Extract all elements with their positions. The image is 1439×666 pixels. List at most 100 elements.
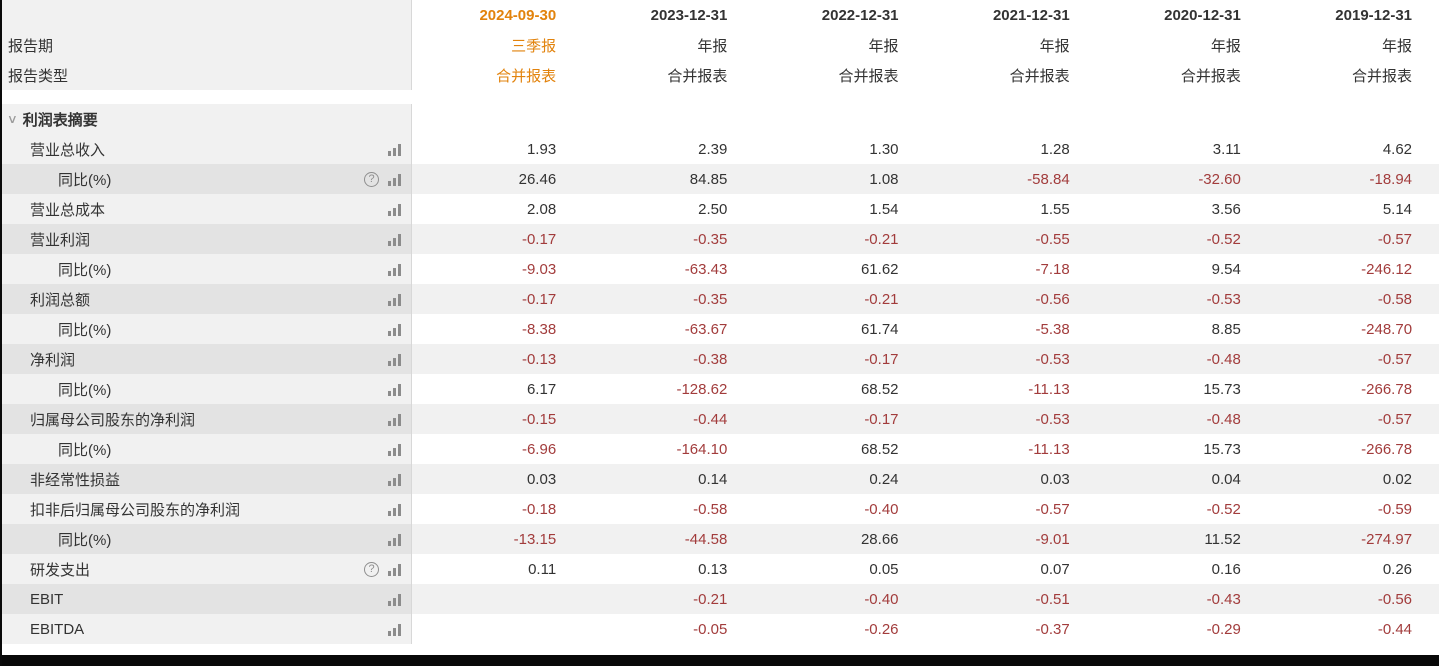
chart-icon[interactable] xyxy=(387,263,402,276)
value-cell: -0.51 xyxy=(1035,590,1070,608)
value-cell: -0.58 xyxy=(1377,290,1413,308)
row-label: 同比(%) xyxy=(58,531,112,549)
value-cell: -8.38 xyxy=(521,320,557,338)
report-period-cell: 年报 xyxy=(868,37,899,55)
row-icons xyxy=(387,533,411,546)
value-cell: 9.54 xyxy=(1211,260,1241,278)
report-type-label: 报告类型 xyxy=(2,60,412,90)
row-icons xyxy=(387,143,411,156)
row-label: 营业利润 xyxy=(30,231,91,249)
row-icons: ? xyxy=(364,561,411,577)
value-cell: 68.52 xyxy=(860,440,899,458)
row-label: 同比(%) xyxy=(58,261,112,279)
row-label: 同比(%) xyxy=(58,441,112,459)
value-cell: 0.13 xyxy=(698,560,728,578)
table-row: 同比(%) -13.15 -44.58 28.66 -9.01 11.52 -2… xyxy=(2,524,1439,554)
report-period-label: 报告期 xyxy=(2,30,412,60)
value-cell: 4.62 xyxy=(1382,140,1413,158)
chart-icon[interactable] xyxy=(387,563,402,576)
report-period-cell: 三季报 xyxy=(511,37,557,55)
value-cell: 26.46 xyxy=(518,170,557,188)
table-row: 同比(%) -9.03 -63.43 61.62 -7.18 9.54 -246… xyxy=(2,254,1439,284)
value-cell: -0.57 xyxy=(1377,410,1413,428)
chart-icon[interactable] xyxy=(387,203,402,216)
row-label: 报告期 xyxy=(8,37,54,55)
table-header-row: 2024-09-30 2023-12-31 2022-12-31 2021-12… xyxy=(2,0,1439,30)
value-cell: 1.28 xyxy=(1040,140,1070,158)
value-cell: 3.11 xyxy=(1212,140,1241,158)
value-cell: 1.55 xyxy=(1040,200,1070,218)
value-cell: -0.17 xyxy=(864,350,899,368)
row-icons xyxy=(387,413,411,426)
value-cell: -0.21 xyxy=(864,230,899,248)
chart-icon[interactable] xyxy=(387,413,402,426)
value-cell xyxy=(412,584,583,614)
value-cell: -0.35 xyxy=(693,230,728,248)
chart-icon[interactable] xyxy=(387,443,402,456)
row-label-cell: 同比(%) xyxy=(2,524,412,554)
chart-icon[interactable] xyxy=(387,473,402,486)
table-body: 营业总收入 1.93 2.39 1.30 1.28 3.11 4.62 同比(%… xyxy=(2,134,1439,644)
value-cell: -0.52 xyxy=(1206,230,1241,248)
chart-icon[interactable] xyxy=(387,293,402,306)
value-cell: -0.17 xyxy=(521,230,557,248)
value-cell: -266.78 xyxy=(1361,380,1413,398)
value-cell: -0.44 xyxy=(693,410,728,428)
value-cell: 8.85 xyxy=(1211,320,1241,338)
chart-icon[interactable] xyxy=(387,233,402,246)
table-row: 利润总额 -0.17 -0.35 -0.21 -0.56 -0.53 -0.58 xyxy=(2,284,1439,314)
value-cell: -248.70 xyxy=(1361,320,1413,338)
row-label: EBIT xyxy=(30,590,64,608)
value-cell: 0.05 xyxy=(869,560,899,578)
value-cell: -9.01 xyxy=(1035,530,1070,548)
chevron-down-icon[interactable]: ∨ xyxy=(6,112,18,126)
row-label: 归属母公司股东的净利润 xyxy=(30,411,196,429)
value-cell: 5.14 xyxy=(1382,200,1413,218)
value-cell: -0.57 xyxy=(1035,500,1070,518)
value-cell: -0.48 xyxy=(1206,350,1241,368)
chart-icon[interactable] xyxy=(387,353,402,366)
value-cell: -0.56 xyxy=(1377,590,1413,608)
chart-icon[interactable] xyxy=(387,383,402,396)
row-label-cell: 同比(%) xyxy=(2,314,412,344)
value-cell: 2.50 xyxy=(698,200,728,218)
value-cell: -0.17 xyxy=(864,410,899,428)
table-row: EBITDA -0.05 -0.26 -0.37 -0.29 -0.44 xyxy=(2,614,1439,644)
row-icons xyxy=(387,233,411,246)
chart-icon[interactable] xyxy=(387,323,402,336)
value-cell: -0.17 xyxy=(521,290,557,308)
value-cell: 3.56 xyxy=(1211,200,1241,218)
chart-icon[interactable] xyxy=(387,173,402,186)
section-title: 利润表摘要 xyxy=(22,111,98,129)
table-row: 营业总收入 1.93 2.39 1.30 1.28 3.11 4.62 xyxy=(2,134,1439,164)
value-cell: -0.21 xyxy=(693,590,728,608)
report-type-cell: 合并报表 xyxy=(838,67,899,85)
chart-icon[interactable] xyxy=(387,533,402,546)
value-cell: -63.67 xyxy=(684,320,728,338)
value-cell: -58.84 xyxy=(1027,170,1070,188)
value-cell: -63.43 xyxy=(684,260,728,278)
value-cell: 1.54 xyxy=(869,200,899,218)
section-header-label-cell[interactable]: ∨ 利润表摘要 xyxy=(2,104,412,134)
chart-icon[interactable] xyxy=(387,593,402,606)
value-cell: -0.43 xyxy=(1206,590,1241,608)
report-period-cell: 年报 xyxy=(1382,37,1413,55)
chart-icon[interactable] xyxy=(387,503,402,516)
chart-icon[interactable] xyxy=(387,143,402,156)
value-cell: -13.15 xyxy=(513,530,557,548)
section-header-income-statement[interactable]: ∨ 利润表摘要 xyxy=(2,104,1439,134)
row-label: 研发支出 xyxy=(30,561,91,579)
table-row: 归属母公司股东的净利润 -0.15 -0.44 -0.17 -0.53 -0.4… xyxy=(2,404,1439,434)
help-icon[interactable]: ? xyxy=(364,171,379,187)
table-row: 同比(%) ? 26.46 84.85 1.08 -58.84 -32.60 -… xyxy=(2,164,1439,194)
value-cell: 0.03 xyxy=(1040,470,1070,488)
row-label: 营业总成本 xyxy=(30,201,106,219)
chart-icon[interactable] xyxy=(387,623,402,636)
value-cell: -164.10 xyxy=(676,440,728,458)
report-type-cell: 合并报表 xyxy=(496,67,557,85)
help-icon[interactable]: ? xyxy=(364,561,379,577)
table-row: 非经常性损益 0.03 0.14 0.24 0.03 0.04 0.02 xyxy=(2,464,1439,494)
value-cell: 1.93 xyxy=(526,140,557,158)
value-cell: -0.44 xyxy=(1377,620,1413,638)
value-cell: 2.39 xyxy=(698,140,728,158)
